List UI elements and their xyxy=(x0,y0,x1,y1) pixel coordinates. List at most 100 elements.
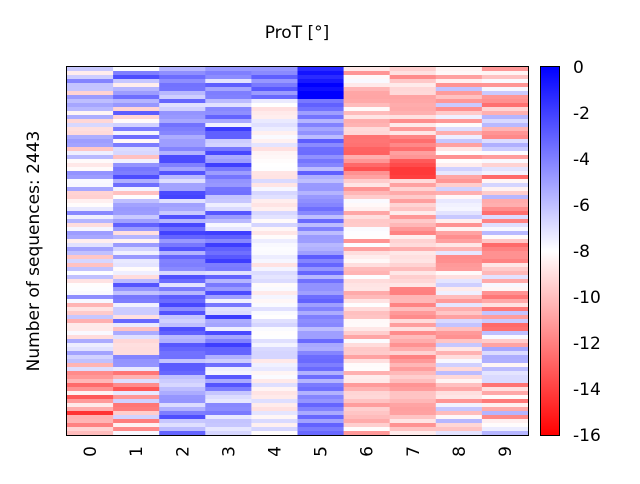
heatmap-cell xyxy=(389,239,437,244)
heatmap-cell xyxy=(297,115,344,120)
plot-frame xyxy=(66,66,529,436)
heatmap-cell xyxy=(205,171,252,176)
heatmap-cell xyxy=(67,143,114,148)
colorbar-tick-label: -6 xyxy=(573,196,590,216)
heatmap-cell xyxy=(113,163,160,168)
heatmap-cell xyxy=(113,391,160,396)
heatmap-cell xyxy=(389,359,437,364)
heatmap-cell xyxy=(481,319,529,324)
heatmap-cell xyxy=(205,191,252,196)
heatmap-cell xyxy=(389,351,437,356)
heatmap-cell xyxy=(435,275,483,280)
heatmap-cell xyxy=(251,163,298,168)
heatmap-cell xyxy=(435,239,483,244)
heatmap-cell xyxy=(251,79,298,84)
heatmap-cell xyxy=(113,207,160,212)
heatmap-cell xyxy=(251,99,298,104)
heatmap-cell xyxy=(343,371,391,376)
heatmap-cell xyxy=(159,403,206,408)
heatmap-cell xyxy=(343,287,391,292)
heatmap-cell xyxy=(481,135,529,140)
heatmap-cell xyxy=(113,127,160,132)
heatmap-cell xyxy=(389,147,437,152)
heatmap-cell xyxy=(159,179,206,184)
heatmap-cell xyxy=(251,371,298,376)
heatmap-cell xyxy=(159,339,206,344)
heatmap-cell xyxy=(159,255,206,260)
heatmap-cell xyxy=(205,167,252,172)
heatmap-cell xyxy=(343,263,391,268)
heatmap-cell xyxy=(343,67,391,72)
heatmap-cell xyxy=(159,83,206,88)
heatmap-cell xyxy=(67,67,114,72)
heatmap-cell xyxy=(481,183,529,188)
colorbar-tick-label: -10 xyxy=(573,288,601,308)
heatmap-cell xyxy=(435,243,483,248)
heatmap-cell xyxy=(67,139,114,144)
heatmap-cell xyxy=(205,287,252,292)
heatmap-cell xyxy=(67,371,114,376)
heatmap-cell xyxy=(297,123,344,128)
heatmap-cell xyxy=(435,339,483,344)
heatmap-cell xyxy=(159,195,206,200)
heatmap-cell xyxy=(297,363,344,368)
heatmap-cell xyxy=(343,427,391,432)
heatmap-cell xyxy=(205,319,252,324)
heatmap-cell xyxy=(205,159,252,164)
heatmap-cell xyxy=(251,267,298,272)
heatmap-cell xyxy=(297,175,344,180)
heatmap-cell xyxy=(159,91,206,96)
heatmap-cell xyxy=(481,275,529,280)
heatmap-cell xyxy=(205,147,252,152)
x-tick-label: 7 xyxy=(404,446,424,457)
heatmap-cell xyxy=(343,303,391,308)
heatmap-cell xyxy=(297,135,344,140)
heatmap-cell xyxy=(389,267,437,272)
heatmap-cell xyxy=(297,147,344,152)
heatmap-cell xyxy=(251,139,298,144)
heatmap-cell xyxy=(435,335,483,340)
heatmap-cell xyxy=(159,395,206,400)
heatmap-cell xyxy=(481,95,529,100)
heatmap-cell xyxy=(389,383,437,388)
heatmap-cell xyxy=(251,259,298,264)
heatmap-cell xyxy=(67,87,114,92)
heatmap-cell xyxy=(343,339,391,344)
heatmap-cell xyxy=(343,167,391,172)
heatmap-cell xyxy=(481,91,529,96)
heatmap-cell xyxy=(113,115,160,120)
heatmap-cell xyxy=(481,403,529,408)
heatmap-cell xyxy=(159,135,206,140)
heatmap-cell xyxy=(67,291,114,296)
heatmap-cell xyxy=(205,379,252,384)
heatmap-cell xyxy=(159,335,206,340)
heatmap-cell xyxy=(67,311,114,316)
heatmap-cell xyxy=(205,399,252,404)
heatmap-cell xyxy=(113,335,160,340)
heatmap-cell xyxy=(67,135,114,140)
heatmap-cell xyxy=(159,303,206,308)
heatmap-cell xyxy=(113,427,160,432)
heatmap-cell xyxy=(251,299,298,304)
heatmap-cell xyxy=(481,67,529,72)
heatmap-cell xyxy=(389,339,437,344)
heatmap-cell xyxy=(205,335,252,340)
heatmap-cell xyxy=(113,247,160,252)
heatmap-cell xyxy=(435,151,483,156)
heatmap-cell xyxy=(297,371,344,376)
heatmap-cell xyxy=(481,283,529,288)
heatmap-cell xyxy=(113,319,160,324)
heatmap-cell xyxy=(251,271,298,276)
heatmap-cell xyxy=(481,163,529,168)
heatmap-cell xyxy=(389,231,437,236)
heatmap-cell xyxy=(113,299,160,304)
heatmap-cell xyxy=(481,223,529,228)
heatmap-cell xyxy=(159,307,206,312)
heatmap-cell xyxy=(113,155,160,160)
heatmap-cell xyxy=(67,299,114,304)
heatmap-cell xyxy=(113,307,160,312)
heatmap-cell xyxy=(481,235,529,240)
heatmap-cell xyxy=(435,379,483,384)
heatmap-cell xyxy=(389,419,437,424)
